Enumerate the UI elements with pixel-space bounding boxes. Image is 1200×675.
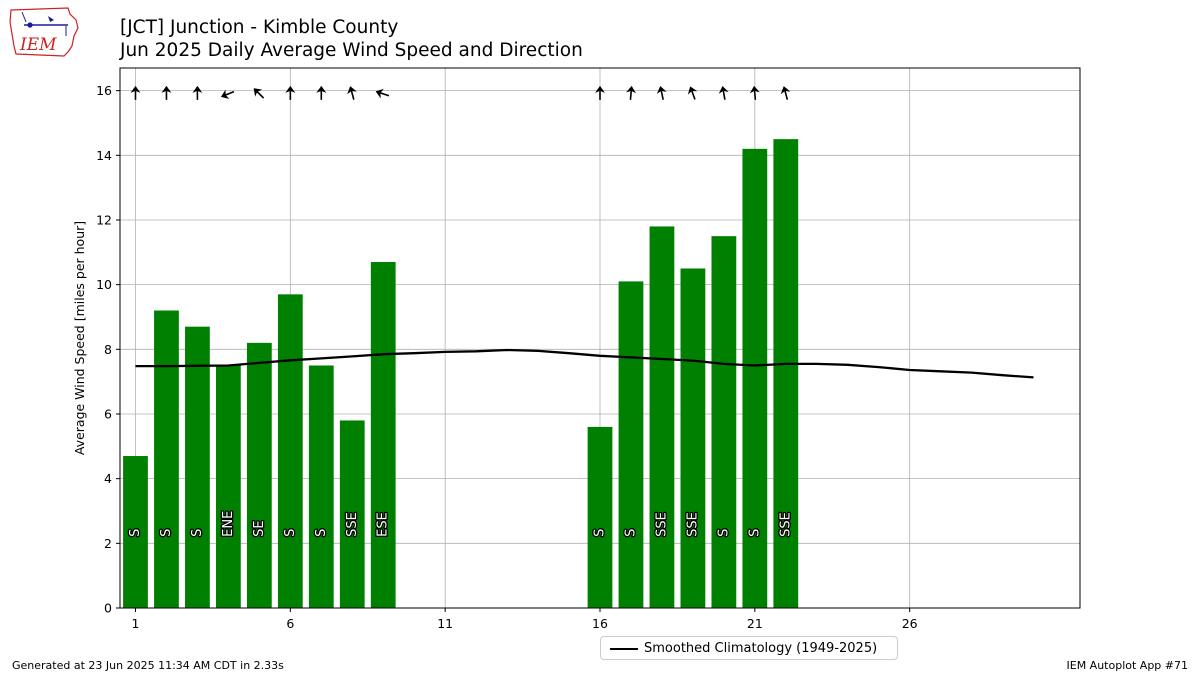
y-tick-label: 4 xyxy=(104,471,112,486)
direction-label-day-18: SSE xyxy=(654,512,669,537)
y-tick-label: 10 xyxy=(96,277,112,292)
bar-day-22 xyxy=(773,139,799,608)
y-tick-label: 16 xyxy=(96,83,112,98)
bar-day-8 xyxy=(339,420,365,608)
x-tick-label: 21 xyxy=(747,616,763,631)
wind-arrow-day-18 xyxy=(656,86,667,100)
bar-day-1 xyxy=(123,456,148,608)
wind-arrow-day-22 xyxy=(780,86,791,100)
x-tick-label: 1 xyxy=(132,616,140,631)
wind-arrow-day-1 xyxy=(130,85,141,100)
direction-label-day-9: ESE xyxy=(376,512,391,537)
direction-label-day-19: SSE xyxy=(685,512,700,537)
direction-label-day-21: S xyxy=(747,529,762,537)
direction-label-day-6: S xyxy=(283,529,298,537)
direction-labels: S S S ENE SE S S SSE ESE S S SSE SSE S S SSE xyxy=(127,509,795,538)
direction-label-day-17: S xyxy=(623,529,638,537)
x-tick-label: 6 xyxy=(286,616,294,631)
legend-swatch-climatology xyxy=(610,648,638,650)
bar-day-5 xyxy=(246,342,272,608)
direction-label-day-22: SSE xyxy=(778,512,793,537)
wind-arrow-day-3 xyxy=(192,85,203,100)
wind-arrow-day-8 xyxy=(347,86,357,100)
direction-label-day-3: S xyxy=(190,529,205,537)
legend: Smoothed Climatology (1949-2025) xyxy=(600,636,898,660)
bar-day-4 xyxy=(216,365,241,608)
bars xyxy=(123,139,799,608)
y-tick-label: 14 xyxy=(96,148,112,163)
direction-label-day-2: S xyxy=(159,529,174,537)
bar-day-3 xyxy=(185,326,210,608)
direction-arrows xyxy=(130,85,791,100)
bar-day-21 xyxy=(742,148,768,608)
x-tick-label: 11 xyxy=(437,616,453,631)
chart-title: [JCT] Junction - Kimble County xyxy=(120,17,399,38)
wind-arrow-day-9 xyxy=(375,88,390,99)
chart-subtitle: Jun 2025 Daily Average Wind Speed and Di… xyxy=(120,40,583,61)
bar-day-17 xyxy=(618,281,644,608)
direction-label-day-1: S xyxy=(128,529,143,537)
climatology-line xyxy=(135,348,1034,379)
bar-day-7 xyxy=(308,365,334,608)
legend-label-climatology: Smoothed Climatology (1949-2025) xyxy=(644,641,878,656)
bar-day-2 xyxy=(154,310,179,608)
wind-arrow-day-4 xyxy=(220,89,235,99)
y-tick-label: 0 xyxy=(104,601,112,616)
direction-label-day-16: S xyxy=(593,529,608,537)
logo-text: IEM xyxy=(19,35,57,55)
bar-day-19 xyxy=(680,268,706,608)
footer-app: IEM Autoplot App #71 xyxy=(1066,659,1189,672)
bar-day-18 xyxy=(649,226,675,608)
bar-day-9 xyxy=(370,262,396,608)
wind-arrow-day-20 xyxy=(718,85,729,100)
direction-label-day-7: S xyxy=(314,529,329,537)
wind-arrow-day-21 xyxy=(749,85,760,100)
wind-arrow-day-7 xyxy=(316,85,327,100)
bar-day-20 xyxy=(711,236,737,608)
iowa-state-outline xyxy=(9,7,79,57)
bar-day-16 xyxy=(587,426,613,608)
y-tick-label: 6 xyxy=(104,406,112,421)
direction-label-day-4: ENE xyxy=(221,511,236,537)
iem-logo: IEM xyxy=(9,7,79,57)
x-tick-label: 26 xyxy=(902,616,918,631)
direction-label-day-20: S xyxy=(716,529,731,537)
climatology-layer xyxy=(135,348,1034,379)
direction-label-day-8: SSE xyxy=(345,512,360,537)
wind-arrow-day-16 xyxy=(595,85,605,100)
y-tick-label: 12 xyxy=(96,212,112,227)
wind-arrow-day-17 xyxy=(626,85,637,100)
direction-label-day-5: SE xyxy=(252,520,267,536)
wind-arrow-day-2 xyxy=(161,85,172,100)
footer-generated: Generated at 23 Jun 2025 11:34 AM CDT in… xyxy=(12,659,284,672)
y-tick-label: 8 xyxy=(104,342,112,357)
wind-arrow-day-19 xyxy=(687,86,698,100)
y-tick-label: 2 xyxy=(104,536,112,551)
bar-day-6 xyxy=(277,294,303,608)
y-axis-label: Average Wind Speed [miles per hour] xyxy=(72,221,87,455)
wind-arrow-day-6 xyxy=(285,85,296,100)
x-tick-label: 16 xyxy=(592,616,608,631)
wind-arrow-day-5 xyxy=(253,88,265,99)
